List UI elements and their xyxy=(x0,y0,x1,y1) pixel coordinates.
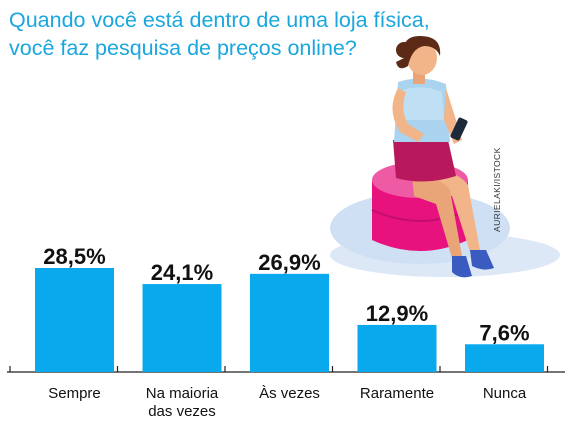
bar xyxy=(35,268,114,372)
woman-sitting-on-pouf-using-phone-illustration xyxy=(330,36,560,278)
chart-title-line-1: Quando você está dentro de uma loja físi… xyxy=(9,8,430,32)
bar xyxy=(357,324,437,372)
bars xyxy=(35,268,544,372)
category-label: Na maioria xyxy=(146,385,219,402)
category-label: Nunca xyxy=(483,385,527,402)
value-label: 24,1% xyxy=(151,260,213,285)
category-label: Às vezes xyxy=(259,385,320,402)
chart-title-line-2: você faz pesquisa de preços online? xyxy=(9,36,357,60)
chart-title: Quando você está dentro de uma loja físi… xyxy=(9,6,430,62)
bar xyxy=(142,284,222,372)
category-label: das vezes xyxy=(148,403,216,420)
value-label: 12,9% xyxy=(366,301,428,326)
x-axis-ticks xyxy=(9,366,549,372)
bar xyxy=(465,344,544,372)
bar xyxy=(250,273,329,372)
value-label: 26,9% xyxy=(258,250,320,275)
value-labels: 28,5% 24,1% 26,9% 12,9% 7,6% xyxy=(43,244,529,345)
value-label: 28,5% xyxy=(43,244,105,269)
value-label: 7,6% xyxy=(479,320,529,345)
category-label: Sempre xyxy=(48,385,101,402)
photo-credit: AURIELAKI/ISTOCK xyxy=(492,147,502,232)
category-label: Raramente xyxy=(360,385,434,402)
